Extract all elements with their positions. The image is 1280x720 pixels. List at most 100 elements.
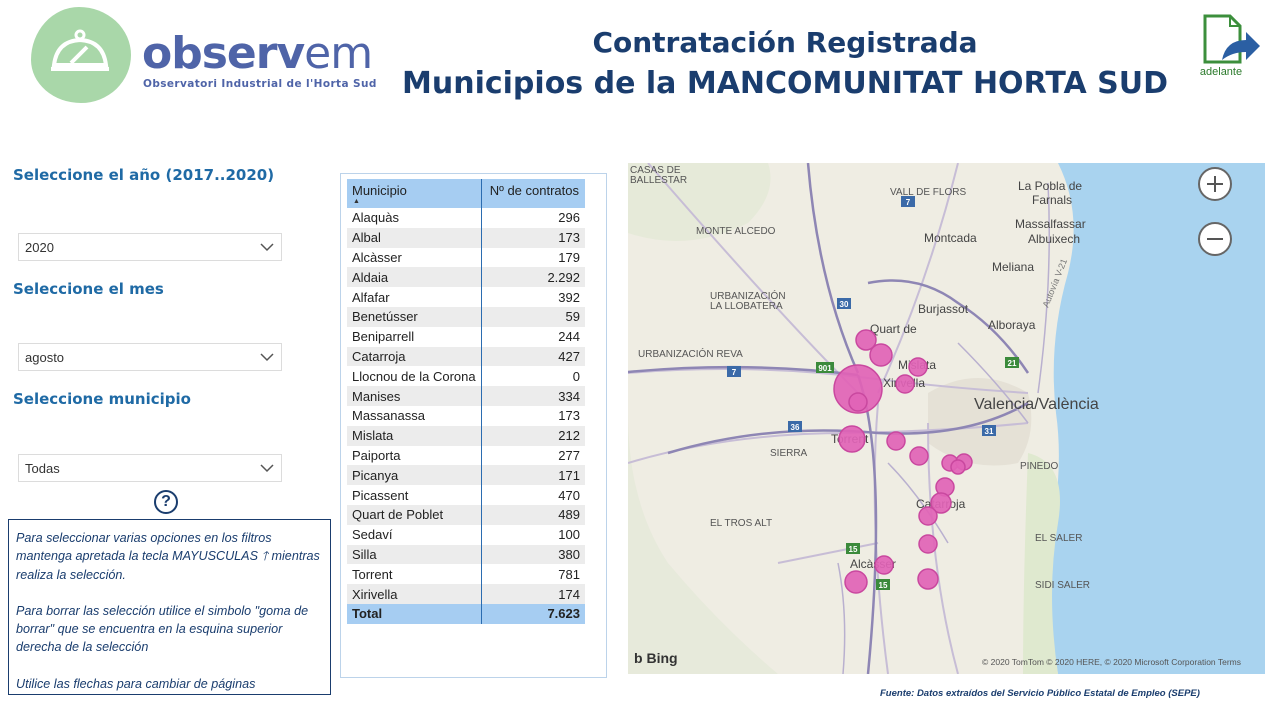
table-row[interactable]: Albal 173 <box>347 227 585 248</box>
map-label-burjassot: Burjassot <box>918 302 969 316</box>
help-text-pages: Utilice las flechas para cambiar de pági… <box>16 676 256 691</box>
next-page-label: adelante <box>1199 66 1243 78</box>
bubble-xirivella[interactable] <box>895 374 915 394</box>
table-row[interactable]: Mislata 212 <box>347 425 585 446</box>
help-text-box: Para seleccionar varias opciones en los … <box>8 519 331 695</box>
column-header-municipio[interactable]: Municipio ▲ <box>347 179 482 208</box>
municipio-dropdown[interactable]: Todas <box>18 454 282 482</box>
bubble-manises[interactable] <box>855 329 877 351</box>
municipio-cell: Alcàsser <box>347 247 482 268</box>
table-row[interactable]: Quart de Poblet 489 <box>347 504 585 525</box>
map-label-valencia: Valencia/València <box>974 396 1099 413</box>
municipio-cell: Sedaví <box>347 524 482 545</box>
bubble-mislata[interactable] <box>908 357 928 377</box>
zoom-out-button[interactable] <box>1198 222 1232 256</box>
bubble-sedavi[interactable] <box>950 459 966 475</box>
contratos-cell: 427 <box>481 346 585 367</box>
map-label-sierra: SIERRA <box>770 448 808 459</box>
municipio-cell: Picassent <box>347 485 482 505</box>
table-row[interactable]: Aldaia 2.292 <box>347 267 585 288</box>
table-row[interactable]: Silla 380 <box>347 544 585 565</box>
chevron-down-icon <box>260 464 274 473</box>
bubble-picassent[interactable] <box>844 570 868 594</box>
contratos-cell: 174 <box>481 584 585 604</box>
logo-mark <box>31 7 131 103</box>
bubble-silla[interactable] <box>917 568 939 590</box>
map-label-pinedo: PINEDO <box>1020 461 1059 472</box>
bing-label: Bing <box>646 650 678 666</box>
map-label-alboraya: Alboraya <box>988 318 1036 332</box>
contracts-table-panel: Municipio ▲ Nº de contratos Alaquàs 296 Al… <box>340 173 607 678</box>
contratos-cell: 100 <box>558 527 580 543</box>
contratos-cell: 380 <box>481 544 585 565</box>
map-label-massalfassar: Massalfassar <box>1015 217 1086 231</box>
municipio-cell: Mislata <box>347 425 482 446</box>
municipio-cell: Paiporta <box>347 445 482 466</box>
bubble-albal[interactable] <box>918 506 938 526</box>
map-view[interactable]: CASAS DE BALLESTAR VALL DE FLORS MONTE A… <box>628 163 1265 674</box>
municipio-cell: Picanya <box>347 465 482 486</box>
table-row[interactable]: Manises 334 <box>347 386 585 406</box>
map-canvas: CASAS DE BALLESTAR VALL DE FLORS MONTE A… <box>628 163 1265 674</box>
map-copyright[interactable]: © 2020 TomTom © 2020 HERE, © 2020 Micros… <box>982 657 1241 667</box>
road-sign: 15 <box>879 581 888 590</box>
table-row[interactable]: Beniparrell 244 <box>347 326 585 347</box>
help-text-multiselect: Para seleccionar varias opciones en los … <box>16 531 320 582</box>
contratos-cell: 173 <box>481 227 585 248</box>
municipio-cell: Benetússer <box>347 306 482 327</box>
table-row[interactable]: Paiporta 277 <box>347 445 585 466</box>
table-row[interactable]: Benetússer 59 <box>347 306 585 327</box>
contratos-cell: 334 <box>481 386 585 406</box>
road-sign: 7 <box>906 198 911 207</box>
bubble-quart-de-poblet[interactable] <box>869 343 893 367</box>
table-row[interactable]: Xirivella 174 <box>347 584 585 604</box>
map-label-monte-alcedo: MONTE ALCEDO <box>696 226 776 237</box>
road-sign: 7 <box>732 368 737 377</box>
bubble-alaquas[interactable] <box>848 392 868 412</box>
map-label-meliana: Meliana <box>992 260 1034 274</box>
sort-ascending-icon: ▲ <box>353 198 360 205</box>
month-dropdown[interactable]: agosto <box>18 343 282 371</box>
table-row[interactable]: Picassent 470 <box>347 485 585 505</box>
table-row[interactable]: Massanassa 173 <box>347 405 585 426</box>
map-label-urbanizacion: URBANIZACIÓN <box>710 289 786 302</box>
map-label-montcada: Montcada <box>924 231 977 245</box>
bubble-alcasser[interactable] <box>874 555 894 575</box>
bubble-torrent[interactable] <box>838 425 866 453</box>
table-row[interactable]: Alaquàs 296 <box>347 208 585 228</box>
table-row[interactable]: Sedaví 100 <box>347 524 585 545</box>
map-label-farnals: Farnals <box>1032 193 1072 207</box>
column-header-contratos[interactable]: Nº de contratos <box>481 179 585 208</box>
table-row[interactable]: Alfafar 392 <box>347 287 585 307</box>
map-label-el-saler: EL SALER <box>1035 533 1082 544</box>
next-page-button[interactable]: adelante <box>1198 14 1262 80</box>
map-label-el-tros-alt: EL TROS ALT <box>710 518 772 529</box>
table-row[interactable]: Alcàsser 179 <box>347 247 585 268</box>
table-total-row: Total 7.623 <box>347 603 585 624</box>
table-row[interactable]: Catarroja 427 <box>347 346 585 367</box>
table-row[interactable]: Llocnou de la Corona 0 <box>347 366 585 387</box>
month-filter-label: Seleccione el mes <box>13 280 164 298</box>
municipio-cell: Silla <box>347 544 482 565</box>
year-filter-label: Seleccione el año (2017..2020) <box>13 166 275 184</box>
bubble-catarroja[interactable] <box>930 492 952 514</box>
contratos-cell: 244 <box>558 329 580 345</box>
municipio-cell: Albal <box>347 227 482 248</box>
logo-subtitle: Observatori Industrial de l'Horta Sud <box>143 78 377 90</box>
road-sign: 15 <box>849 545 858 554</box>
contracts-table: Municipio ▲ Nº de contratos Alaquàs 296 Al… <box>347 179 585 624</box>
bubble-paiporta[interactable] <box>909 446 929 466</box>
total-value: 7.623 <box>481 603 585 624</box>
year-dropdown[interactable]: 2020 <box>18 233 282 261</box>
page-title: Contratación Registrada <box>592 26 978 59</box>
table-row[interactable]: Torrent 781 <box>347 564 585 585</box>
bubble-beniparrell[interactable] <box>918 534 938 554</box>
contratos-cell: 781 <box>558 566 580 582</box>
cloche-icon <box>51 29 109 71</box>
table-row[interactable]: Picanya 171 <box>347 465 585 486</box>
help-icon[interactable]: ? <box>154 490 178 514</box>
zoom-in-button[interactable] <box>1198 167 1232 201</box>
municipio-cell: Llocnou de la Corona <box>347 366 482 387</box>
bubble-picanya[interactable] <box>886 431 906 451</box>
bubble-aldaia[interactable] <box>833 364 883 414</box>
